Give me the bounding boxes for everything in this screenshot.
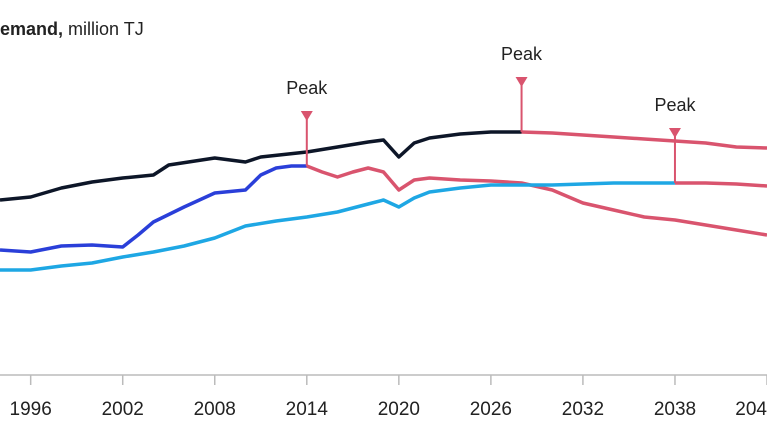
x-tick-label: 2032 bbox=[562, 399, 604, 420]
series-line bbox=[521, 130, 767, 150]
series-line bbox=[674, 181, 767, 188]
x-tick-label: 1996 bbox=[10, 399, 52, 420]
series-line bbox=[0, 181, 675, 272]
peak-marker bbox=[515, 77, 528, 87]
chart-title: emand, million TJ bbox=[0, 19, 144, 39]
series-line bbox=[306, 164, 767, 237]
unit: million TJ bbox=[68, 19, 144, 39]
title: emand, bbox=[0, 19, 63, 39]
x-tick-label: 2020 bbox=[378, 399, 420, 420]
peak-marker bbox=[668, 128, 681, 138]
series-line bbox=[0, 130, 522, 202]
x-tick-label: 2038 bbox=[654, 399, 696, 420]
x-tick-label: 204 bbox=[735, 399, 767, 420]
x-tick-label: 2008 bbox=[194, 399, 236, 420]
x-tick-label: 2002 bbox=[102, 399, 144, 420]
x-tick-label: 2026 bbox=[470, 399, 512, 420]
peak-marker bbox=[300, 111, 313, 121]
series-line bbox=[0, 164, 307, 254]
x-tick-label: 2014 bbox=[286, 399, 329, 420]
peak-label: Peak bbox=[286, 78, 328, 98]
peak-label: Peak bbox=[501, 44, 543, 64]
peak-label: Peak bbox=[654, 95, 696, 115]
